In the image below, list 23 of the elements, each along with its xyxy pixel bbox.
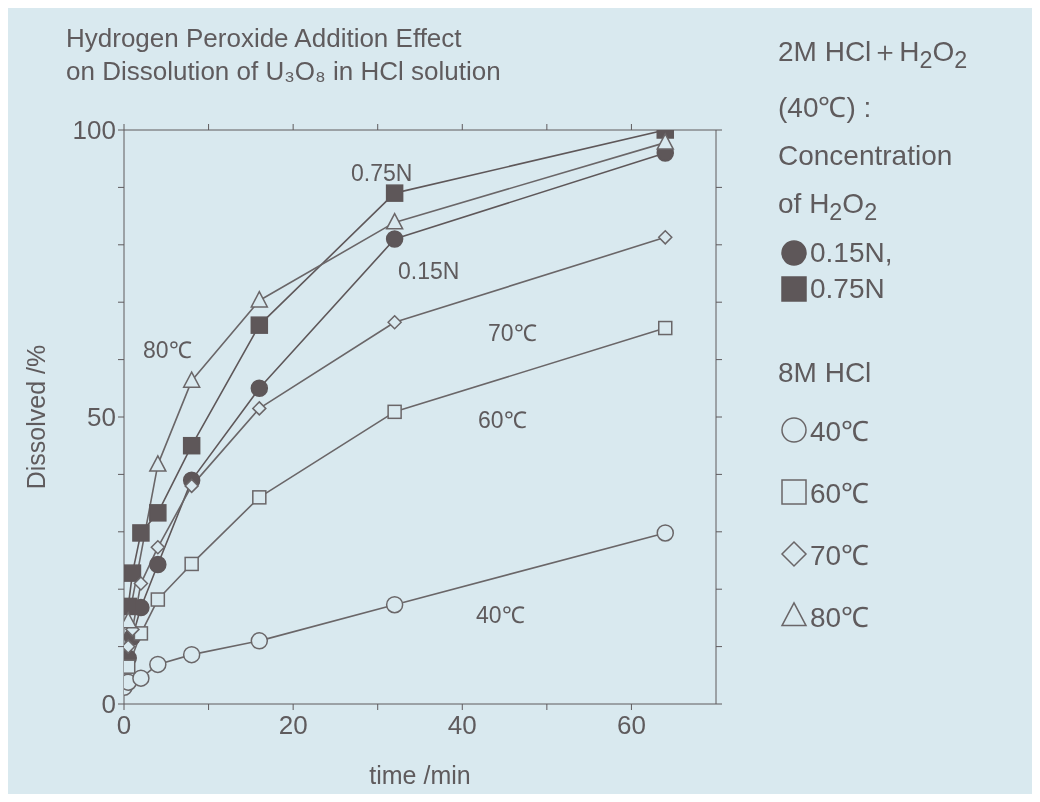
legend-label: 80℃ (810, 601, 870, 636)
annotation: 70℃ (488, 319, 537, 348)
x-tick-label: 60 (616, 710, 646, 741)
y-tick-label: 0 (101, 689, 116, 720)
annotation: 0.15N (398, 258, 460, 285)
text: 8M HCl (778, 357, 873, 390)
y-tick-label: 50 (87, 402, 116, 433)
annotation: 80℃ (143, 336, 192, 365)
annotation: 0.75N (351, 160, 413, 187)
x-tick-label: 20 (278, 710, 308, 741)
legend-label: 0.75N (810, 273, 885, 306)
x-axis-title: time /min (369, 761, 471, 789)
legend-label: 60℃ (810, 477, 870, 512)
legend-label: 70℃ (810, 539, 870, 574)
text: 2M HCl＋H$_{2}$O$_{2}$ (40℃) : Concentration of H$_{2}$O$_{2}$ (778, 36, 968, 225)
y-axis-title: Dissolved /% (21, 344, 50, 490)
chart-title: Hydrogen Peroxide Addition Effect on Dissolution of U₃O₈ in HCl solution (66, 22, 501, 88)
x-tick-label: 40 (447, 710, 477, 741)
legend-label: 40℃ (810, 415, 870, 450)
y-tick-label: 100 (72, 115, 116, 146)
annotation: 40℃ (476, 601, 525, 630)
legend-label: 0.15N, (810, 237, 893, 270)
annotation: 60℃ (478, 406, 527, 435)
